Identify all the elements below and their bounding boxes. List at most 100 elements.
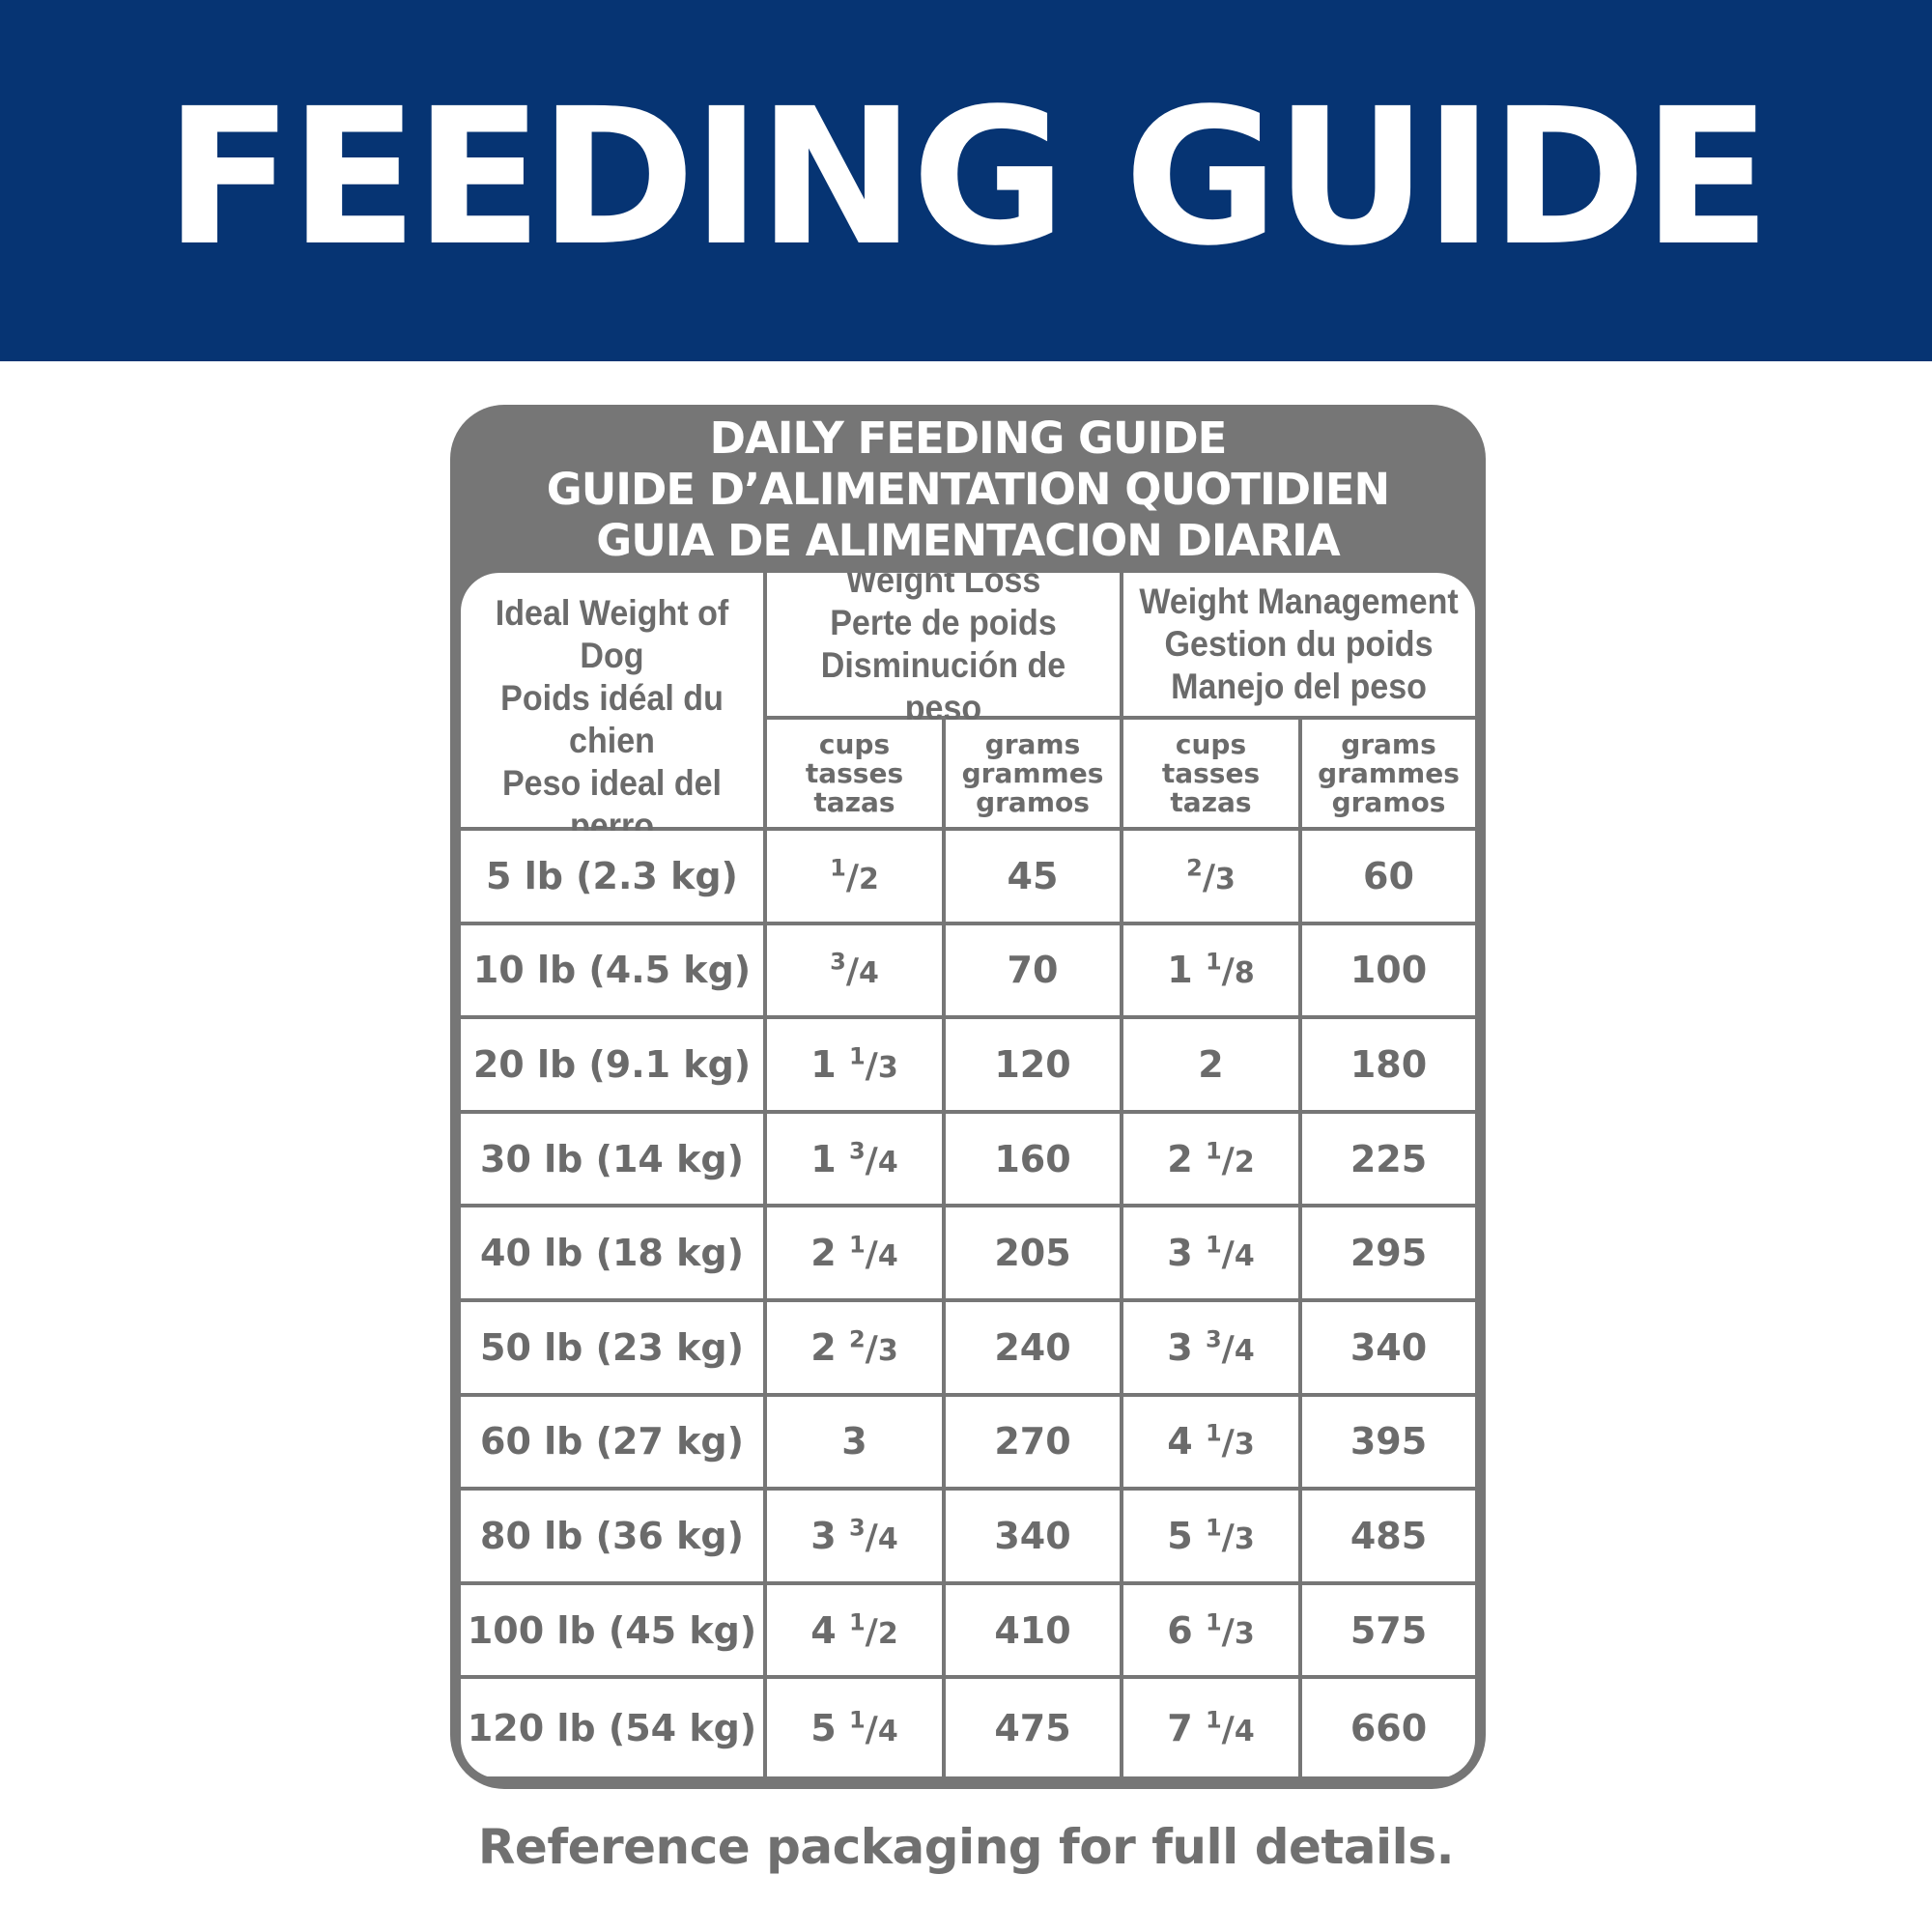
table-cell-mgmt-grams: 575 [1302,1584,1475,1676]
cell-value: 120 [994,1042,1071,1086]
footer-note: Reference packaging for full details. [477,1819,1455,1875]
header-weight-loss: Weight Loss Perte de poids Disminución de … [767,573,1120,727]
cell-value: 10 lb (4.5 kg) [472,949,752,992]
table-cell-mgmt-cups: 4 1/3 [1123,1396,1298,1488]
table-cell-loss-grams: 45 [946,831,1120,922]
header-line: Peso ideal del perro [501,762,723,845]
table-cell-loss-grams: 70 [946,924,1120,1016]
fraction: 2/3 [848,1325,898,1369]
cell-value: 45 [1007,854,1059,897]
cell-value: 340 [1350,1325,1428,1369]
fraction: 1/4 [1205,1706,1255,1749]
cell-value: 2 1/4 [810,1231,898,1275]
cell-value: 485 [1350,1514,1428,1557]
cell-value: 205 [994,1232,1071,1275]
table-cell-mgmt-cups: 2 [1123,1019,1298,1110]
cell-value: 295 [1350,1232,1428,1275]
cell-value: 100 lb (45 kg) [467,1608,757,1652]
cell-value: 410 [994,1608,1071,1652]
header-line: tazas [1170,785,1252,818]
table-cell-weight: 20 lb (9.1 kg) [461,1019,763,1110]
table-cell-loss-cups: 5 1/4 [767,1679,942,1776]
table-cell-weight: 30 lb (14 kg) [461,1113,763,1205]
table-cell-mgmt-grams: 485 [1302,1491,1475,1581]
table-cell-loss-grams: 205 [946,1208,1120,1298]
fraction: 1/3 [1205,1607,1255,1652]
fraction: 1/2 [1205,1136,1255,1180]
cell-value: 475 [994,1706,1071,1749]
cell-value: 5 1/3 [1167,1514,1255,1557]
table-cell-loss-cups: 2 2/3 [767,1302,942,1393]
table-cell-mgmt-cups: 1 1/8 [1123,924,1298,1016]
cell-value: 30 lb (14 kg) [480,1137,744,1180]
header-line: cups [818,727,891,760]
header-line: Ideal Weight of Dog [495,592,729,675]
table-cell-weight: 40 lb (18 kg) [461,1208,763,1298]
table-cell-mgmt-cups: 7 1/4 [1123,1679,1298,1776]
cell-value: 225 [1350,1137,1428,1180]
cell-value: 1 1/8 [1167,948,1255,992]
cell-value: 575 [1350,1608,1428,1652]
header-line: cups [1175,727,1247,760]
cell-value: 50 lb (23 kg) [480,1325,744,1369]
cell-value: 4 1/3 [1167,1419,1255,1463]
table-cell-loss-cups: 1 1/3 [767,1019,942,1110]
fraction: 1/3 [1205,1419,1255,1463]
fraction: 3/4 [1205,1325,1255,1369]
header-line: grams [984,727,1081,760]
table-cell-mgmt-grams: 395 [1302,1396,1475,1488]
table-cell-loss-cups: 2 1/4 [767,1208,942,1298]
header-weight-management: Weight Management Gestion du poids Manejo … [1123,573,1475,716]
header-line: grammes [961,756,1104,789]
table-cell-weight: 50 lb (23 kg) [461,1302,763,1393]
fraction: 1/8 [1205,948,1255,992]
cell-value: 60 [1363,854,1414,897]
table-cell-loss-grams: 270 [946,1396,1120,1488]
table-cell-loss-cups: 1 3/4 [767,1113,942,1205]
cell-value: 5 1/4 [810,1706,898,1749]
fraction: 1/3 [848,1042,898,1086]
header-text: cups tasses tazas [1161,727,1261,818]
header-line: grammes [1318,756,1460,789]
header-text: cups tasses tazas [805,727,904,818]
table-cell-mgmt-grams: 295 [1302,1208,1475,1298]
cell-value: 100 [1350,949,1428,992]
header-line: Weight Loss [845,573,1041,600]
header-ideal-weight: Ideal Weight of Dog Poids idéal du chien P… [461,573,763,845]
header-line: tasses [805,756,904,789]
panel-title: DAILY FEEDING GUIDE GUIDE D’ALIMENTATION… [450,412,1486,566]
fraction: 1/3 [1205,1514,1255,1557]
cell-value: 2 [1198,1042,1224,1086]
cell-value: 1/2 [830,855,879,897]
fraction: 3/4 [848,1136,898,1180]
header-line: Gestion du poids [1164,624,1434,664]
table-cell-loss-grams: 340 [946,1491,1120,1581]
table-cell-mgmt-cups: 3 3/4 [1123,1302,1298,1393]
table-cell-weight: 80 lb (36 kg) [461,1491,763,1581]
table-cell-loss-grams: 410 [946,1584,1120,1676]
cell-value: 6 1/3 [1167,1607,1255,1652]
fraction: 1/4 [1205,1231,1255,1275]
table-cell-weight: 120 lb (54 kg) [461,1679,763,1776]
table-cell-loss-grams: 160 [946,1113,1120,1205]
panel-title-line-en: DAILY FEEDING GUIDE [709,412,1228,464]
header-line: tasses [1161,756,1261,789]
header-line: gramos [1331,785,1446,818]
cell-value: 2 2/3 [810,1325,898,1369]
cell-value: 4 1/2 [810,1607,898,1652]
table-cell-loss-grams: 240 [946,1302,1120,1393]
header-line: tazas [813,785,895,818]
cell-value: 270 [994,1420,1071,1463]
cell-value: 80 lb (36 kg) [480,1514,744,1557]
cell-value: 20 lb (9.1 kg) [472,1042,752,1086]
subheader-mgmt-cups: cups tasses tazas [1123,720,1298,827]
table-cell-mgmt-grams: 340 [1302,1302,1475,1393]
header-line: Perte de poids [830,603,1057,642]
cell-value: 2 1/2 [1167,1136,1255,1180]
table-cell-mgmt-cups: 2/3 [1123,831,1298,922]
table-cell-loss-cups: 4 1/2 [767,1584,942,1676]
header-line: Manejo del peso [1171,667,1428,706]
fraction: 1/4 [848,1706,898,1749]
feeding-table: Ideal Weight of Dog Poids idéal du chien P… [461,573,1475,1778]
fraction: 2/3 [1186,854,1236,897]
